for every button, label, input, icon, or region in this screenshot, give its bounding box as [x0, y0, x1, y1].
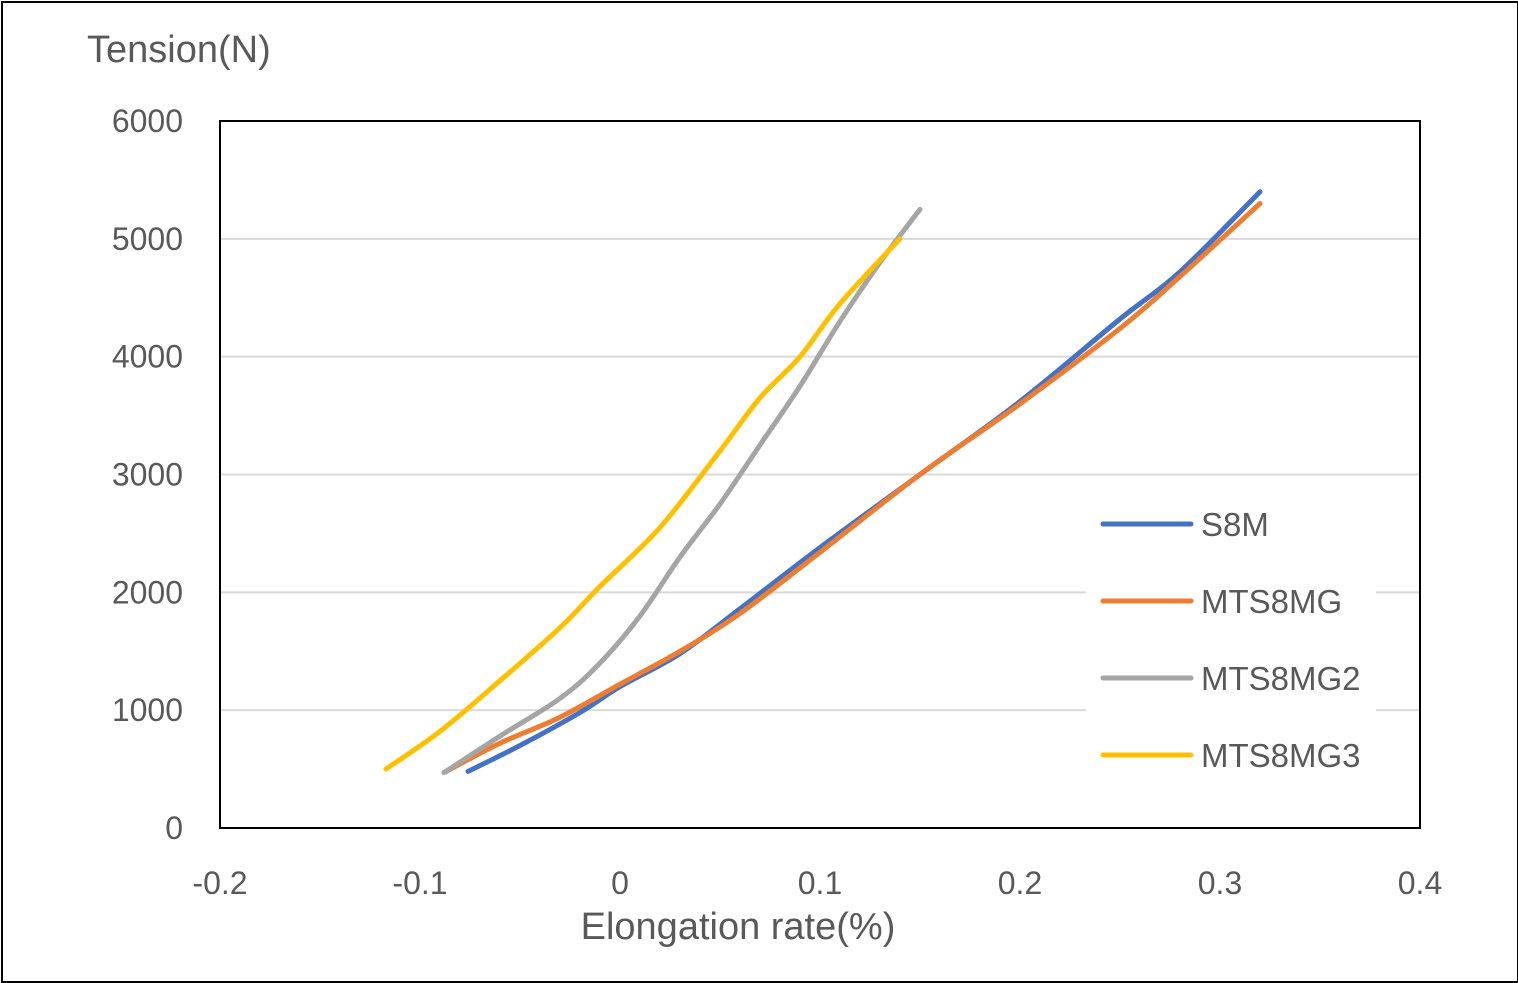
- series-lines: [383, 189, 1263, 776]
- y-tick-label: 5000: [112, 221, 183, 257]
- x-tick-label: -0.1: [392, 865, 447, 901]
- plot-area-border: [219, 120, 1421, 829]
- y-tick-label: 0: [165, 810, 183, 846]
- y-tick-label: 1000: [112, 692, 183, 728]
- legend-label-mts8mg: MTS8MG: [1201, 583, 1342, 620]
- legend-label-mts8mg2: MTS8MG2: [1201, 660, 1361, 697]
- y-tick-label: 3000: [112, 457, 183, 493]
- x-tick-label: 0: [611, 865, 629, 901]
- y-tick-label: 4000: [112, 339, 183, 375]
- x-tick-label: 0.2: [998, 865, 1042, 901]
- x-tick-label: 0.3: [1198, 865, 1242, 901]
- series-line-mts8mg: [441, 201, 1263, 776]
- x-tick-label: -0.2: [192, 865, 247, 901]
- series-line-mts8mg2: [441, 206, 923, 776]
- x-tick-label: 0.4: [1398, 865, 1442, 901]
- x-tick-label: 0.1: [798, 865, 842, 901]
- y-axis-title: Tension(N): [87, 29, 271, 71]
- series-line-mts8mg3: [383, 236, 903, 772]
- legend-label-mts8mg3: MTS8MG3: [1201, 737, 1361, 774]
- y-tick-label: 6000: [112, 103, 183, 139]
- axes: 0 1000 2000 3000 4000 5000 6000 -0.2 -0.1 0 0.1 0.2…: [112, 103, 1442, 901]
- series-line-s8m: [465, 189, 1263, 774]
- legend: S8M MTS8MG MTS8MG2 MTS8MG3: [1086, 486, 1376, 786]
- legend-label-s8m: S8M: [1201, 506, 1269, 543]
- legend-background: [1086, 486, 1376, 786]
- y-tick-label: 2000: [112, 574, 183, 610]
- x-axis-title: Elongation rate(%): [581, 906, 896, 948]
